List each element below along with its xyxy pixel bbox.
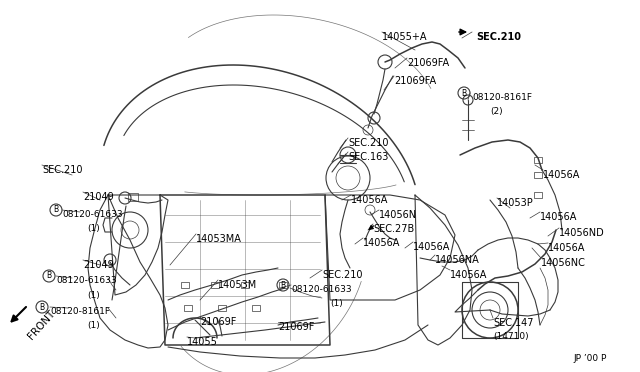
Text: 14056A: 14056A	[413, 242, 451, 252]
Text: SEC.147: SEC.147	[493, 318, 534, 328]
Text: 14056A: 14056A	[351, 195, 388, 205]
Text: 14056A: 14056A	[540, 212, 577, 222]
Text: 08120-8161F: 08120-8161F	[50, 307, 110, 316]
Text: SEC.163: SEC.163	[348, 152, 388, 162]
Text: SEC.210: SEC.210	[476, 32, 521, 42]
Text: 21069FA: 21069FA	[407, 58, 449, 68]
Bar	[241, 282, 249, 288]
Text: B: B	[47, 272, 52, 280]
Text: JP ’00 P: JP ’00 P	[573, 354, 606, 363]
Text: 14056N: 14056N	[379, 210, 417, 220]
Text: 14053P: 14053P	[497, 198, 534, 208]
Text: 14056A: 14056A	[548, 243, 586, 253]
Text: 14055: 14055	[187, 337, 218, 347]
Text: 14055+A: 14055+A	[382, 32, 428, 42]
Text: 08120-61633: 08120-61633	[56, 276, 116, 285]
Bar	[211, 282, 219, 288]
Text: 14056A: 14056A	[363, 238, 401, 248]
Bar	[184, 305, 192, 311]
Text: 14056NC: 14056NC	[541, 258, 586, 268]
Text: 14056ND: 14056ND	[559, 228, 605, 238]
Text: B: B	[40, 302, 45, 311]
Bar	[534, 172, 542, 178]
Text: (14710): (14710)	[493, 332, 529, 341]
Text: 21069F: 21069F	[200, 317, 236, 327]
Text: 21049: 21049	[83, 192, 114, 202]
Text: 14053M: 14053M	[218, 280, 257, 290]
Text: B: B	[461, 89, 467, 97]
Text: (1): (1)	[87, 224, 100, 233]
Text: B: B	[53, 205, 59, 215]
Text: 08120-61633: 08120-61633	[291, 285, 351, 294]
Text: SEC.27B: SEC.27B	[373, 224, 414, 234]
Text: (2): (2)	[490, 107, 502, 116]
Text: 14053MA: 14053MA	[196, 234, 242, 244]
Text: 08120-61633: 08120-61633	[62, 210, 123, 219]
Text: 21069F: 21069F	[278, 322, 314, 332]
Bar	[252, 305, 260, 311]
Text: (1): (1)	[87, 321, 100, 330]
Text: 08120-8161F: 08120-8161F	[472, 93, 532, 102]
Text: 21069FA: 21069FA	[394, 76, 436, 86]
Text: SEC.210: SEC.210	[42, 165, 83, 175]
Text: FRONT: FRONT	[26, 308, 57, 341]
Text: 14056A: 14056A	[543, 170, 580, 180]
Bar	[534, 192, 542, 198]
Text: (1): (1)	[87, 291, 100, 300]
Text: SEC.210: SEC.210	[322, 270, 362, 280]
Bar	[534, 157, 542, 163]
Bar	[181, 282, 189, 288]
Bar	[128, 193, 138, 201]
Bar	[218, 305, 226, 311]
Text: B: B	[280, 280, 285, 289]
Text: 14056NA: 14056NA	[435, 255, 480, 265]
Bar	[279, 282, 287, 288]
Text: 14056A: 14056A	[450, 270, 488, 280]
Text: (1): (1)	[330, 299, 343, 308]
Text: SEC.210: SEC.210	[348, 138, 388, 148]
Text: 21049: 21049	[83, 260, 114, 270]
